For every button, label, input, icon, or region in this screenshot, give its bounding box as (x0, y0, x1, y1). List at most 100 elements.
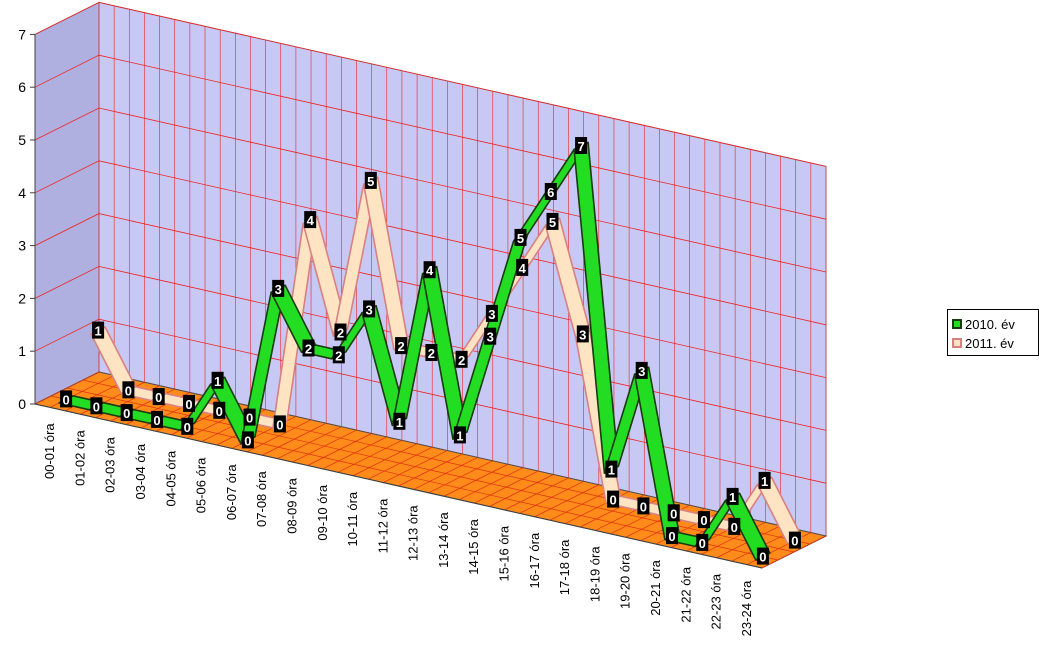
data-label-box (514, 228, 527, 246)
data-label: 2 (337, 326, 344, 341)
x-tick-label: 02-03 óra (103, 436, 118, 492)
data-label-box (425, 344, 438, 361)
data-label: 4 (426, 263, 434, 278)
data-label: 3 (638, 364, 645, 379)
y-tick-label: 3 (18, 238, 26, 254)
y-tick-label: 1 (18, 343, 26, 359)
data-label: 0 (153, 413, 160, 428)
data-label: 1 (456, 428, 463, 443)
x-tick-label: 19-20 óra (618, 553, 633, 609)
data-label-box (575, 137, 588, 154)
data-label-box (667, 504, 680, 522)
x-tick-label: 10-11 óra (345, 491, 360, 546)
data-label-box (544, 183, 557, 200)
data-label-box (213, 401, 226, 419)
x-tick-label: 04-05 óra (163, 450, 178, 506)
x-tick-label: 13-14 óra (436, 511, 451, 567)
y-tick-label: 0 (18, 396, 26, 412)
data-label-box (393, 412, 406, 430)
data-label: 3 (488, 307, 495, 322)
data-label-box (183, 394, 195, 412)
data-label-box (756, 547, 769, 565)
data-label-box (607, 490, 620, 508)
data-label-box (758, 471, 771, 489)
data-label-box (728, 517, 741, 535)
legend-swatch-2011 (952, 338, 962, 348)
x-tick-label: 16-17 óra (527, 532, 542, 588)
data-label: 0 (123, 406, 130, 421)
data-label: 3 (579, 327, 586, 342)
data-label-box (546, 212, 559, 230)
data-label: 0 (276, 417, 283, 432)
data-label-box (60, 390, 73, 408)
y-tick-label: 5 (18, 132, 26, 148)
data-label-box (788, 531, 801, 549)
data-label-box (302, 339, 315, 357)
data-labels-2011: 1 0 0 0 0 0 0 4 2 5 2 2 2 3 4 5 3 0 0 0 0 0 1 0 (92, 171, 801, 549)
data-label-box (211, 371, 224, 389)
x-tick-label: 21-22 óra (678, 566, 693, 622)
data-label: 0 (791, 534, 798, 549)
data-label-box (181, 417, 194, 435)
data-label: 0 (125, 383, 132, 398)
side-wall (34, 1, 100, 405)
data-label: 3 (275, 282, 282, 297)
data-label-box (485, 304, 498, 322)
data-label-box (726, 487, 739, 505)
x-tick-label: 03-04 óra (133, 443, 148, 499)
data-label-box (637, 497, 650, 515)
data-label: 3 (365, 302, 372, 317)
data-label: 0 (246, 411, 253, 426)
data-label: 4 (307, 213, 315, 228)
data-label-box (363, 300, 376, 318)
data-label: 2 (335, 348, 342, 363)
data-label-box (304, 211, 317, 229)
chart-axes (30, 33, 763, 569)
data-label-box (516, 258, 529, 276)
data-label-box (334, 323, 347, 341)
data-label: 0 (185, 397, 192, 412)
data-label-box (364, 171, 377, 189)
chart-legend: 2010. év 2011. év (947, 309, 1039, 356)
data-label-box (423, 261, 436, 279)
legend-label-2011: 2011. év (965, 335, 1014, 351)
y-tick-label: 7 (18, 26, 26, 42)
data-label: 0 (155, 390, 162, 405)
data-label-box (272, 279, 285, 297)
legend-item-2011: 2011. év (952, 335, 1014, 351)
x-tick-label: 20-21 óra (648, 559, 663, 615)
data-label: 2 (397, 339, 404, 354)
data-label-box (395, 337, 408, 355)
data-label-box (120, 404, 133, 422)
data-label: 0 (699, 536, 706, 551)
data-label: 1 (761, 474, 768, 489)
data-label: 0 (609, 493, 616, 508)
legend-item-2010: 2010. év (952, 316, 1015, 332)
data-label-box (122, 381, 135, 399)
data-label: 0 (640, 499, 647, 514)
legend-swatch-2010 (952, 319, 962, 329)
legend-label-2010: 2010. év (965, 316, 1015, 332)
x-tick-label: 11-12 óra (375, 498, 390, 553)
y-tick-label: 2 (18, 290, 26, 306)
x-tick-label: 05-06 óra (194, 457, 209, 513)
data-label: 5 (367, 174, 374, 189)
data-label-box (666, 527, 678, 545)
x-tick-label: 07-08 óra (254, 471, 269, 527)
data-label-box (455, 350, 468, 368)
x-axis-tick-labels: 00-01 óra 01-02 óra 02-03 óra 03-04 óra 04-0… (42, 423, 754, 637)
y-axis-tick-labels: 0 1 2 3 4 5 6 7 (18, 26, 26, 412)
x-axis-line (34, 403, 763, 569)
data-label: 0 (184, 420, 191, 435)
data-label: 0 (93, 399, 100, 414)
data-label: 1 (94, 324, 101, 339)
x-tick-label: 09-10 óra (315, 484, 330, 540)
data-label-box (698, 511, 710, 529)
data-label-box (332, 346, 345, 364)
data-label: 0 (668, 529, 675, 544)
data-label-box (241, 431, 254, 449)
data-label-box (576, 325, 589, 343)
data-label: 0 (700, 513, 707, 528)
data-label: 0 (759, 550, 766, 565)
